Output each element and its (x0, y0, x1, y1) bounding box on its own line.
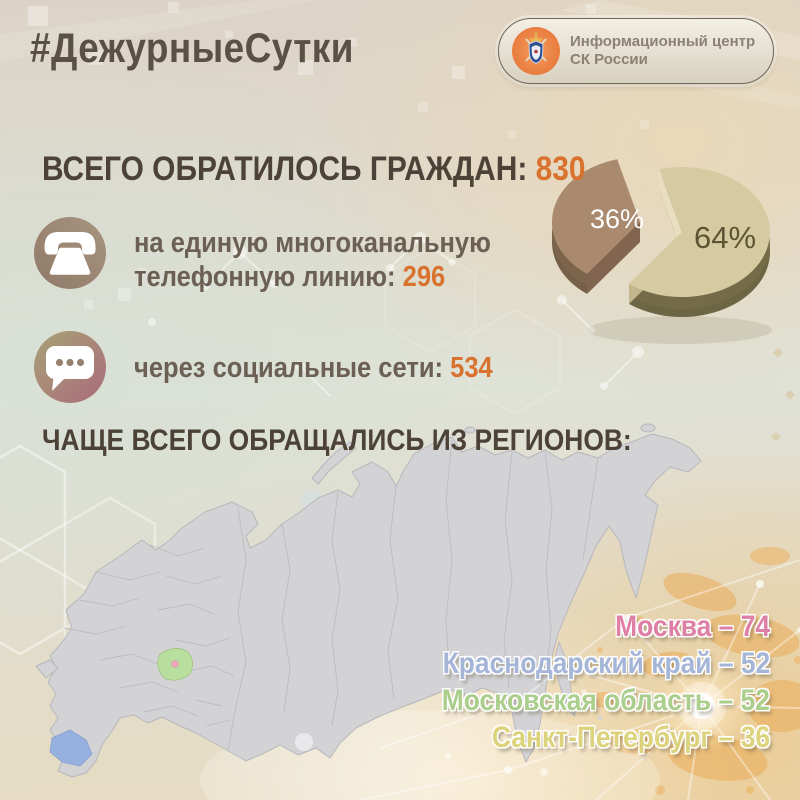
phone-stat-value: 296 (402, 261, 446, 293)
chat-icon (34, 331, 106, 403)
region-list: Москва – 74 Краснодарский край – 52 Моск… (397, 608, 770, 756)
total-stat-label: ВСЕГО ОБРАТИЛОСЬ ГРАЖДАН: (42, 150, 528, 188)
pie-slice-36 (551, 159, 640, 294)
molecule-pattern (205, 237, 639, 397)
regions-heading: ЧАЩЕ ВСЕГО ОБРАЩАЛИСЬ ИЗ РЕГИОНОВ: (42, 424, 632, 457)
pie-label-36: 36% (590, 204, 644, 234)
russia-mainland (47, 433, 702, 778)
krasnodar-highlight (49, 729, 93, 767)
phone-stat-line2-label: телефонную линию: (134, 261, 396, 293)
pie-chart: 36% 64% (551, 159, 772, 344)
novaya-zemlya-island (311, 441, 357, 485)
org-badge-line2: СК России (570, 51, 648, 68)
edge-markers (771, 347, 795, 442)
sk-russia-emblem-icon (512, 27, 560, 75)
org-badge-line1: Информационный центр (570, 32, 756, 50)
phone-icon (34, 217, 106, 289)
region-row-moscow: Москва – 74 (615, 610, 770, 643)
pie-shadow (588, 316, 772, 344)
network-dots (295, 580, 800, 776)
glow-core (689, 693, 715, 719)
social-stat-value: 534 (450, 352, 493, 384)
region-row-moscow-oblast: Московская область – 52 (441, 684, 770, 717)
island (464, 426, 476, 434)
total-stat-value: 830 (535, 150, 586, 188)
region-row-krasnodar: Краснодарский край – 52 (442, 647, 770, 680)
gold-worldmap-texture (576, 547, 800, 795)
pie-label-64: 64% (694, 220, 756, 255)
org-badge: Информационный центр СК России (498, 18, 774, 84)
phone-stat: на единую многоканальную телефонную лини… (134, 226, 491, 294)
phone-stat-line1: на единую многоканальную (134, 227, 491, 259)
region-row-spb: Санкт-Петербург – 36 (491, 721, 770, 754)
hashtag-title: #ДежурныеСутки (30, 24, 354, 71)
social-stat-label: через социальные сети: (134, 352, 444, 384)
phone-stat-line2: телефонную линию: 296 (134, 260, 491, 294)
org-badge-label: Информационный центр СК России (570, 33, 755, 70)
molecule-nodes (148, 232, 644, 511)
social-stat: через социальные сети: 534 (134, 352, 493, 385)
sakhalin-island (553, 641, 576, 717)
kaliningrad-region (35, 659, 59, 679)
kuril-islands (590, 700, 610, 736)
moscow-highlight (171, 660, 179, 668)
region-borders (63, 439, 599, 751)
island (640, 423, 656, 433)
total-stat: ВСЕГО ОБРАТИЛОСЬ ГРАЖДАН: 830 (42, 150, 586, 189)
square-pattern (28, 2, 649, 309)
pie-slice-64 (629, 166, 770, 317)
